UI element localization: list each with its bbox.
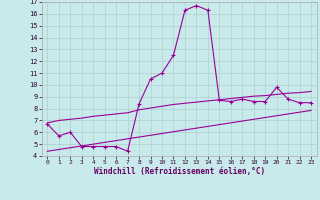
X-axis label: Windchill (Refroidissement éolien,°C): Windchill (Refroidissement éolien,°C) (94, 167, 265, 176)
